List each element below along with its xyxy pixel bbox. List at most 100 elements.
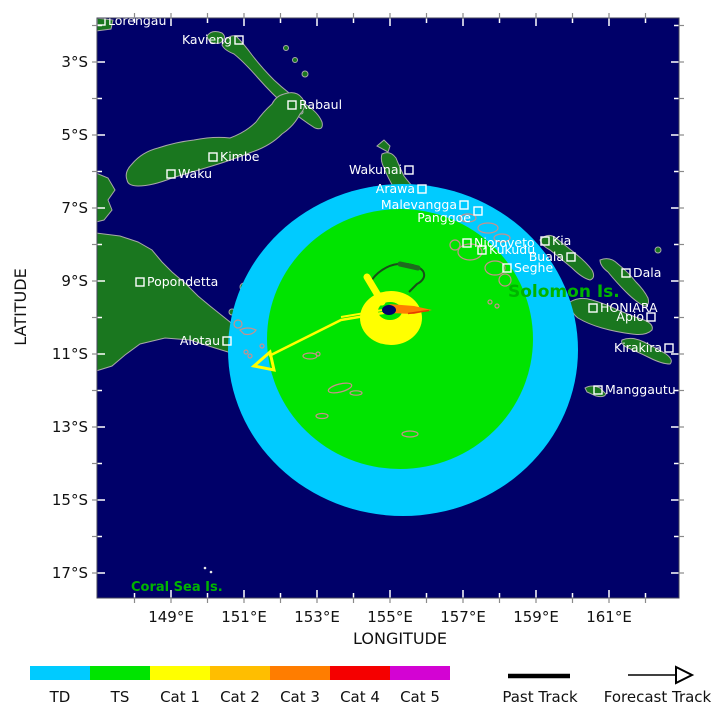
longitude-tick-labels: 149°E 151°E 153°E 155°E 157°E 159°E 161°E (148, 608, 632, 626)
city-label: Dala (633, 265, 661, 280)
legend-swatch-cat-5 (390, 666, 450, 680)
latitude-tick-labels: 3°S 5°S 7°S 9°S 11°S 13°S 15°S 17°S (52, 53, 88, 582)
forecast-track-label: Forecast Track (603, 688, 712, 706)
city-label: Kimbe (220, 149, 260, 164)
city-label: Manggautu (605, 382, 676, 397)
city-honiara: HONIARA (588, 300, 658, 315)
city-label: Buala (529, 249, 564, 264)
city-label: Rabaul (299, 97, 342, 112)
island-hook-fill (397, 261, 421, 271)
city-apio: Apio (616, 309, 656, 324)
city-marker (646, 312, 656, 322)
legend-label-cat-5: Cat 5 (400, 688, 440, 706)
lon-tick-label: 157°E (440, 608, 486, 626)
small-island-ne (654, 246, 662, 254)
city-label: Kavieng (182, 32, 232, 47)
city-marker (135, 277, 145, 287)
city-wakunai: Wakunai (349, 162, 414, 177)
outer-axis-ticks (92, 13, 684, 603)
city-kirakira: Kirakira (614, 340, 674, 355)
past-track-red-edge (407, 309, 430, 315)
past-track-cat1-segment (363, 273, 386, 306)
lat-tick-label: 3°S (61, 53, 88, 71)
legend-swatch-cat-4 (330, 666, 390, 680)
city-marker (588, 303, 598, 313)
legend-swatch-ts (90, 666, 150, 680)
city-rabaul: Rabaul (287, 97, 342, 112)
city-marker (477, 245, 487, 255)
city-marker (287, 100, 297, 110)
city-marker (473, 206, 483, 216)
lat-tick-label: 17°S (52, 564, 88, 582)
city-label: Seghe (514, 260, 553, 275)
malaita (599, 258, 649, 307)
city-marker (459, 200, 469, 210)
buka-island (376, 139, 391, 153)
city-lorengau: Lorengau (97, 18, 166, 28)
map-frame (96, 17, 680, 599)
legend-swatch-cat-1 (150, 666, 210, 680)
city-dala: Dala (621, 265, 661, 280)
forecast-track-line-upper (340, 308, 390, 318)
city-marker (664, 343, 674, 353)
city-label: Apio (616, 309, 644, 324)
lon-tick-label: 149°E (148, 608, 194, 626)
city-label: Kirakira (614, 340, 662, 355)
feni-island (301, 70, 309, 78)
city-label: Malevangga (381, 197, 457, 212)
lon-tick-label: 153°E (294, 608, 340, 626)
forecast-track-line (268, 310, 390, 358)
lon-tick-label: 155°E (367, 608, 413, 626)
city-waku: Waku (166, 166, 212, 181)
legend-label-cat-1: Cat 1 (160, 688, 200, 706)
guadalcanal (569, 297, 653, 335)
city-malevangga: Malevangga (381, 197, 469, 212)
legend-label-cat-4: Cat 4 (340, 688, 380, 706)
storm-track (250, 261, 432, 372)
city-label: Waku (178, 166, 212, 181)
city-kimbe: Kimbe (208, 149, 260, 164)
region-label-coral-sea-is: Coral Sea Is. (131, 580, 223, 595)
past-track-label: Past Track (502, 688, 578, 706)
city-panggoe: Panggoe (417, 206, 483, 225)
city-njoroveto: Njoroveto (462, 235, 535, 250)
lon-tick-label: 151°E (221, 608, 267, 626)
city-label: Kukudu (489, 242, 535, 257)
city-marker (208, 152, 218, 162)
legend-swatch-cat-3 (270, 666, 330, 680)
city-marker (234, 35, 244, 45)
legend-label-cat-3: Cat 3 (280, 688, 320, 706)
city-label: Njoroveto (474, 235, 535, 250)
city-marker (404, 165, 414, 175)
new-britain (125, 92, 306, 187)
city-label: Wakunai (349, 162, 402, 177)
lat-tick-label: 11°S (52, 345, 88, 363)
tabar-island (283, 45, 289, 51)
city-marker (166, 169, 176, 179)
forecast-track-arrowhead (250, 349, 276, 372)
city-marker (417, 184, 427, 194)
city-label: HONIARA (600, 300, 658, 315)
city-marker (97, 18, 106, 26)
city-label: Kia (552, 233, 571, 248)
legend-label-td: TD (49, 688, 71, 706)
legend-track-samples (508, 665, 695, 685)
legend-label-cat-2: Cat 2 (220, 688, 260, 706)
lihir-island (292, 57, 298, 63)
lon-tick-label: 161°E (586, 608, 632, 626)
lon-tick-label: 159°E (513, 608, 559, 626)
lat-tick-label: 7°S (61, 199, 88, 217)
city-arawa: Arawa (376, 181, 427, 196)
y-axis-title: LATITUDE (11, 268, 30, 345)
lat-tick-label: 5°S (61, 126, 88, 144)
city-seghe: Seghe (502, 260, 553, 275)
city-marker (621, 268, 631, 278)
legend: TD TS Cat 1 Cat 2 Cat 3 Cat 4 Cat 5 Past Track… (0, 655, 720, 709)
city-label: Panggoe (417, 210, 471, 225)
storm-center-dot (382, 305, 396, 315)
city-marker (566, 252, 576, 262)
city-marker (593, 385, 603, 395)
atoll-outlines (233, 213, 512, 438)
region-label-solomon-is: Solomon Is. (508, 282, 620, 302)
